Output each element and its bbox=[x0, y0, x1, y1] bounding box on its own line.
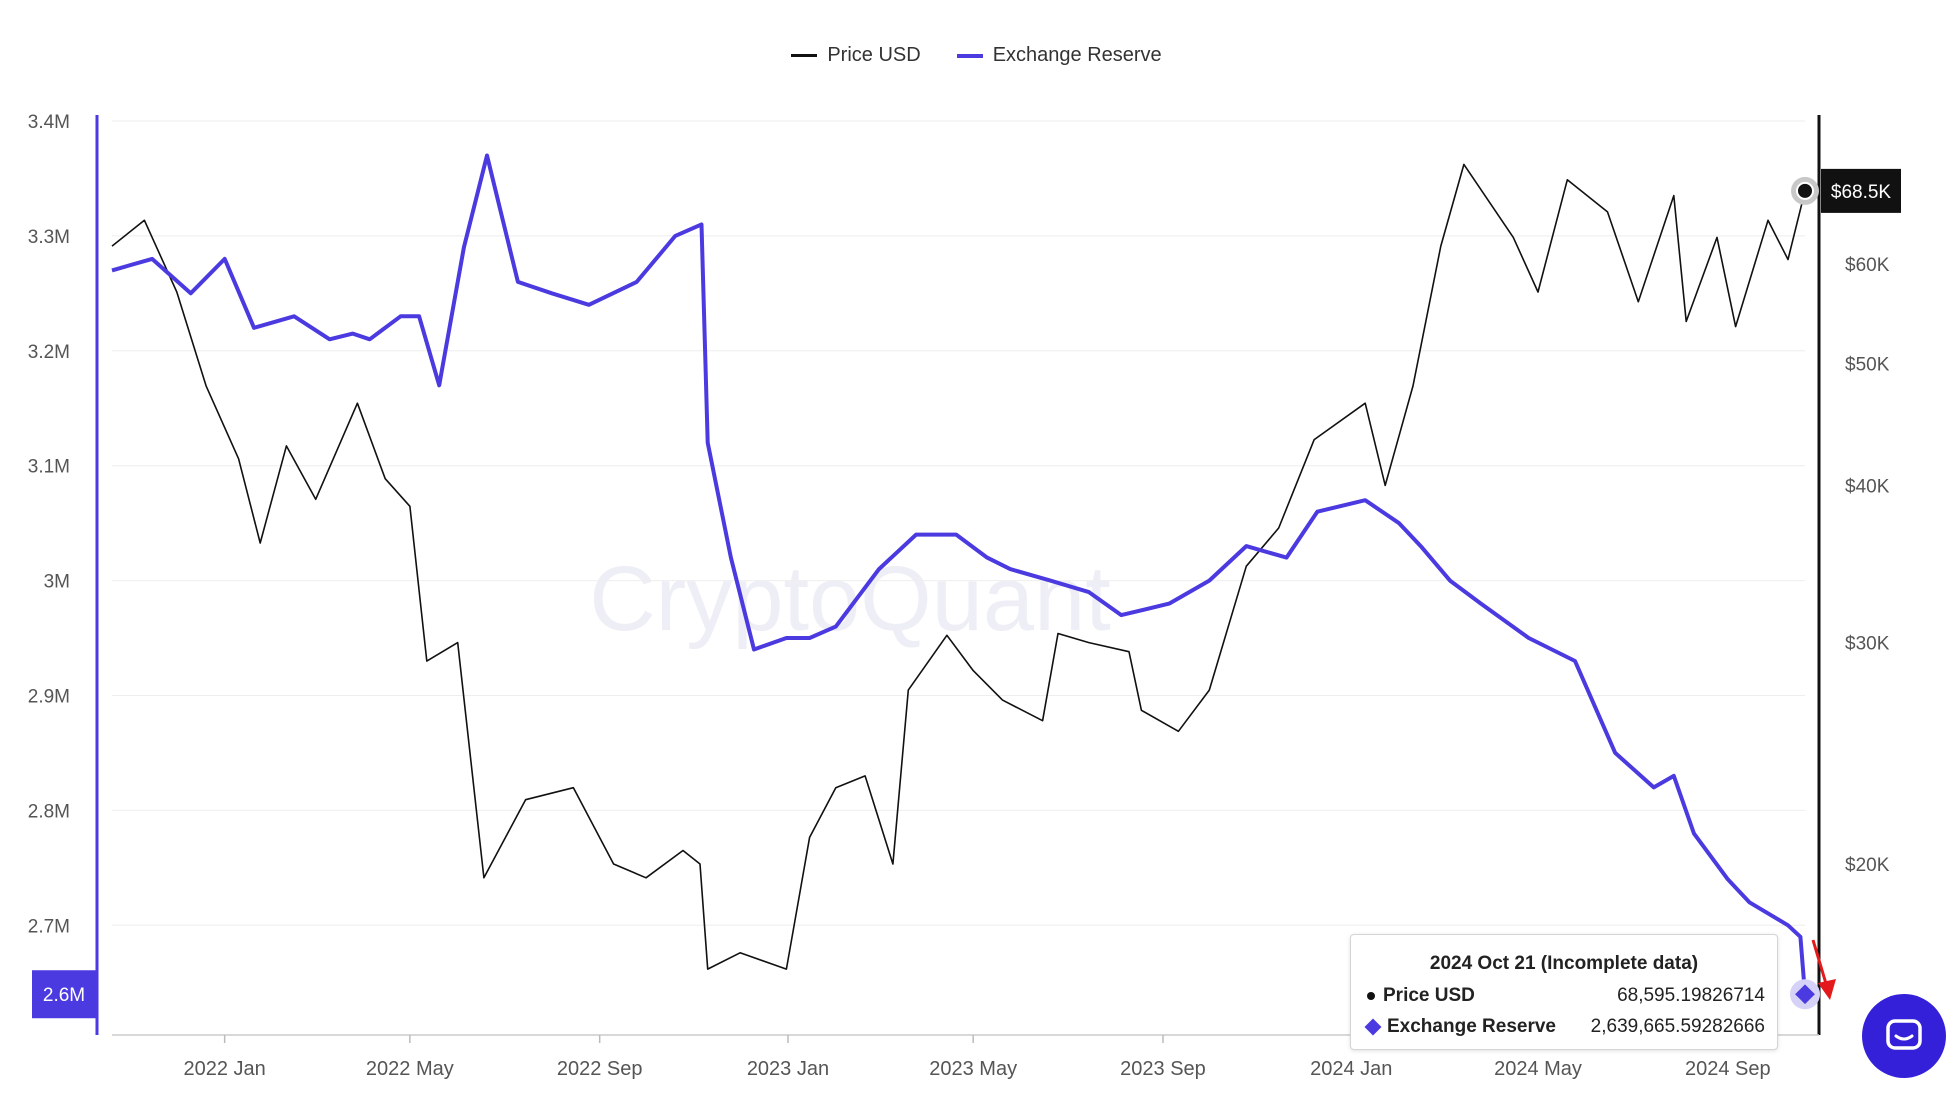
y-left-tick-label: 3.3M bbox=[28, 227, 70, 248]
y-left-tick-label: 2.9M bbox=[28, 687, 70, 708]
y-right-tick-label: $30K bbox=[1845, 634, 1890, 655]
x-tick-label: 2023 Jan bbox=[747, 1058, 829, 1080]
tooltip-reserve-value: 2,639,665.59282666 bbox=[1590, 1016, 1765, 1037]
tooltip-price-label: Price USD bbox=[1383, 985, 1475, 1006]
price-badge-bg bbox=[1821, 168, 1901, 213]
x-tick-label: 2024 May bbox=[1494, 1058, 1582, 1080]
series-line-exchange-reserve bbox=[111, 153, 1807, 995]
chat-button[interactable] bbox=[1862, 994, 1946, 1078]
y-left-tick-label: 3.4M bbox=[28, 112, 70, 133]
reserve-current-badge: 2.6M bbox=[43, 985, 85, 1006]
x-tick-label: 2024 Sep bbox=[1685, 1058, 1771, 1080]
legend-item-price[interactable]: Price USD bbox=[791, 44, 921, 67]
legend-label-price: Price USD bbox=[827, 44, 921, 66]
x-tick-label: 2023 May bbox=[929, 1058, 1017, 1080]
chat-bubble-icon bbox=[1886, 1019, 1922, 1050]
x-tick-label: 2022 May bbox=[366, 1058, 454, 1080]
y-right-tick-label: $40K bbox=[1845, 476, 1890, 497]
grid-lines bbox=[112, 120, 1805, 926]
red-arrow-shaft bbox=[1811, 939, 1829, 988]
y-right-tick-label: $20K bbox=[1845, 855, 1890, 876]
right-y-axis: $60K $50K $40K $30K $20K bbox=[1817, 115, 1890, 1035]
legend-label-reserve: Exchange Reserve bbox=[992, 44, 1162, 66]
y-right-tick-label: $60K bbox=[1845, 255, 1890, 276]
tooltip-price-value: 68,595.19826714 bbox=[1617, 985, 1765, 1006]
series-lines bbox=[111, 153, 1807, 995]
tooltip-title: 2024 Oct 21 (Incomplete data) bbox=[1429, 953, 1699, 974]
x-axis: 2022 Jan 2022 May 2022 Sep 2023 Jan 2023 May… bbox=[112, 1034, 1819, 1080]
watermark: CryptoQuant bbox=[589, 548, 1111, 650]
price-dot-icon bbox=[1367, 992, 1375, 1000]
reserve-diamond-icon bbox=[1364, 1018, 1382, 1036]
data-tooltip: 2024 Oct 21 (Incomplete data) Price USD … bbox=[1350, 934, 1778, 1050]
legend-swatch-reserve bbox=[956, 53, 983, 58]
price-end-point bbox=[1796, 181, 1814, 200]
price-current-badge: $68.5K bbox=[1831, 182, 1892, 203]
tooltip-row-reserve: Exchange Reserve 2,639,665.59282666 bbox=[1364, 1016, 1765, 1038]
x-tick-label: 2022 Sep bbox=[557, 1058, 643, 1080]
y-left-tick-label: 3.2M bbox=[28, 342, 70, 363]
tooltip-row-price: Price USD 68,595.19826714 bbox=[1367, 985, 1765, 1007]
y-left-tick-label: 3.1M bbox=[28, 457, 70, 478]
y-right-tick-label: $50K bbox=[1845, 355, 1890, 376]
tooltip-reserve-label: Exchange Reserve bbox=[1387, 1016, 1556, 1037]
legend: Price USD Exchange Reserve bbox=[0, 44, 1953, 67]
y-left-tick-label: 3M bbox=[44, 572, 70, 593]
x-tick-label: 2024 Jan bbox=[1310, 1058, 1392, 1080]
legend-swatch-price bbox=[791, 54, 818, 57]
y-left-tick-label: 2.7M bbox=[28, 916, 70, 937]
current-value-badges: $68.5K 2.6M bbox=[32, 168, 1901, 1019]
red-arrow-icon bbox=[1811, 939, 1836, 1000]
end-markers bbox=[1790, 176, 1820, 1010]
x-tick-label: 2023 Sep bbox=[1120, 1058, 1206, 1080]
legend-item-reserve[interactable]: Exchange Reserve bbox=[956, 44, 1162, 67]
red-arrow-head bbox=[1818, 979, 1836, 1000]
y-left-tick-label: 2.8M bbox=[28, 801, 70, 822]
series-line-price-usd bbox=[111, 163, 1806, 970]
reserve-badge-bg bbox=[32, 970, 96, 1019]
left-y-axis: 3.4M 3.3M 3.2M 3.1M 3M 2.9M 2.8M 2.7M bbox=[28, 112, 99, 1035]
reserve-end-point bbox=[1795, 984, 1815, 1005]
x-tick-label: 2022 Jan bbox=[184, 1058, 266, 1080]
